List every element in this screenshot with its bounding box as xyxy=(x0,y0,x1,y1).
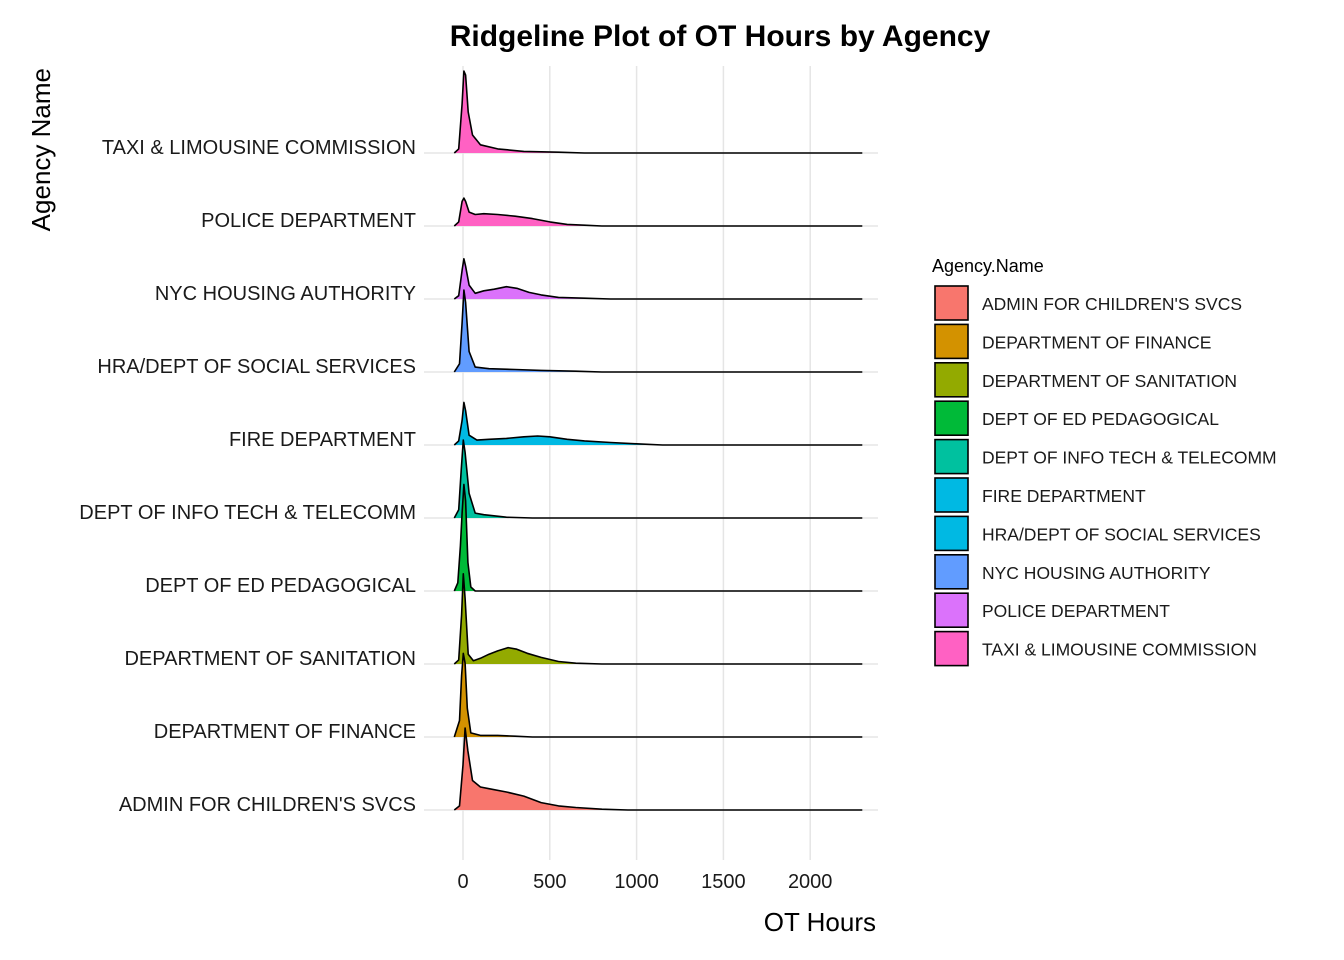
legend-title: Agency.Name xyxy=(932,256,1044,276)
ridge-fill-6 xyxy=(454,290,863,372)
x-tick-label: 2000 xyxy=(788,871,833,893)
x-tick-labels: 0 500 1000 1500 2000 xyxy=(457,871,832,893)
legend-label: HRA/DEPT OF SOCIAL SERVICES xyxy=(982,524,1261,544)
legend-swatch xyxy=(934,630,969,667)
x-tick-label: 500 xyxy=(533,871,566,893)
legend-swatch xyxy=(934,592,969,629)
ridge-fill-5 xyxy=(454,402,863,445)
y-tick-label: NYC HOUSING AUTHORITY xyxy=(155,283,416,305)
legend-swatch xyxy=(934,477,969,513)
x-axis-title: OT Hours xyxy=(764,907,876,937)
legend-swatch xyxy=(934,553,969,590)
x-tick-label: 1000 xyxy=(614,871,659,893)
legend-label: DEPARTMENT OF FINANCE xyxy=(982,332,1211,352)
legend-swatch xyxy=(934,323,969,360)
ridge-outline-7 xyxy=(453,258,863,300)
legend-label: TAXI & LIMOUSINE COMMISSION xyxy=(982,640,1257,660)
ridge-outline-0 xyxy=(453,727,863,811)
grid-layer xyxy=(424,66,878,860)
ridge-fill-1 xyxy=(454,653,863,737)
ridge-fill-3 xyxy=(454,484,863,591)
legend-label: DEPT OF INFO TECH & TELECOMM xyxy=(982,448,1277,468)
legend-swatch xyxy=(934,515,969,552)
legend-item: DEPT OF ED PEDAGOGICAL xyxy=(934,400,1219,437)
ridge-fill-9 xyxy=(454,71,863,153)
ridge-outline-4 xyxy=(453,439,863,519)
y-tick-label: DEPARTMENT OF FINANCE xyxy=(154,721,416,743)
ridge-outline-2 xyxy=(453,573,863,665)
ridge-outline-1 xyxy=(453,652,863,738)
ridge-fill-4 xyxy=(454,440,863,518)
legend-swatch xyxy=(934,400,969,437)
legend-item: FIRE DEPARTMENT xyxy=(934,477,1146,513)
legend-item: POLICE DEPARTMENT xyxy=(934,592,1170,629)
legend-item: DEPARTMENT OF FINANCE xyxy=(934,323,1211,360)
legend-label: DEPARTMENT OF SANITATION xyxy=(982,371,1237,391)
y-tick-label: TAXI & LIMOUSINE COMMISSION xyxy=(102,137,416,159)
legend-swatch xyxy=(934,438,969,475)
y-tick-label: FIRE DEPARTMENT xyxy=(229,429,416,451)
legend-item: DEPARTMENT OF SANITATION xyxy=(934,361,1237,398)
y-tick-label: POLICE DEPARTMENT xyxy=(201,210,416,232)
legend-swatch xyxy=(934,361,969,398)
legend-label: ADMIN FOR CHILDREN'S SVCS xyxy=(982,294,1242,314)
ridge-fill-0 xyxy=(454,728,863,810)
ridge-layer xyxy=(453,70,863,811)
chart-title: Ridgeline Plot of OT Hours by Agency xyxy=(450,20,991,53)
legend-label: NYC HOUSING AUTHORITY xyxy=(982,563,1211,583)
legend: Agency.Name ADMIN FOR CHILDREN'S SVCS DEP… xyxy=(932,256,1277,667)
y-tick-label: DEPT OF ED PEDAGOGICAL xyxy=(145,575,416,597)
y-axis-title: Agency Name xyxy=(26,68,56,231)
y-tick-label: DEPARTMENT OF SANITATION xyxy=(124,648,416,670)
x-tick-label: 1500 xyxy=(701,871,746,893)
x-tick-label: 0 xyxy=(457,871,468,893)
ridge-outline-9 xyxy=(453,70,863,154)
legend-label: DEPT OF ED PEDAGOGICAL xyxy=(982,409,1219,429)
y-tick-label: DEPT OF INFO TECH & TELECOMM xyxy=(79,502,416,524)
legend-item: TAXI & LIMOUSINE COMMISSION xyxy=(934,630,1257,667)
legend-item: HRA/DEPT OF SOCIAL SERVICES xyxy=(934,515,1261,552)
legend-swatch xyxy=(934,285,969,321)
legend-item: DEPT OF INFO TECH & TELECOMM xyxy=(934,438,1277,475)
y-tick-label: ADMIN FOR CHILDREN'S SVCS xyxy=(119,794,416,816)
legend-label: FIRE DEPARTMENT xyxy=(982,486,1146,506)
ridge-outline-5 xyxy=(453,401,863,446)
legend-label: POLICE DEPARTMENT xyxy=(982,601,1170,621)
y-tick-label: HRA/DEPT OF SOCIAL SERVICES xyxy=(97,356,416,378)
ridge-outline-8 xyxy=(453,197,863,227)
legend-item: NYC HOUSING AUTHORITY xyxy=(934,553,1211,590)
ridge-fill-8 xyxy=(454,198,863,226)
ridge-fill-7 xyxy=(454,258,863,299)
ridge-fill-2 xyxy=(454,573,863,664)
ridge-outline-3 xyxy=(453,483,863,592)
y-tick-labels: ADMIN FOR CHILDREN'S SVCS DEPARTMENT OF F… xyxy=(79,137,416,816)
ridge-outline-6 xyxy=(453,289,863,373)
legend-items: ADMIN FOR CHILDREN'S SVCS DEPARTMENT OF F… xyxy=(934,285,1277,667)
legend-item: ADMIN FOR CHILDREN'S SVCS xyxy=(934,285,1242,321)
